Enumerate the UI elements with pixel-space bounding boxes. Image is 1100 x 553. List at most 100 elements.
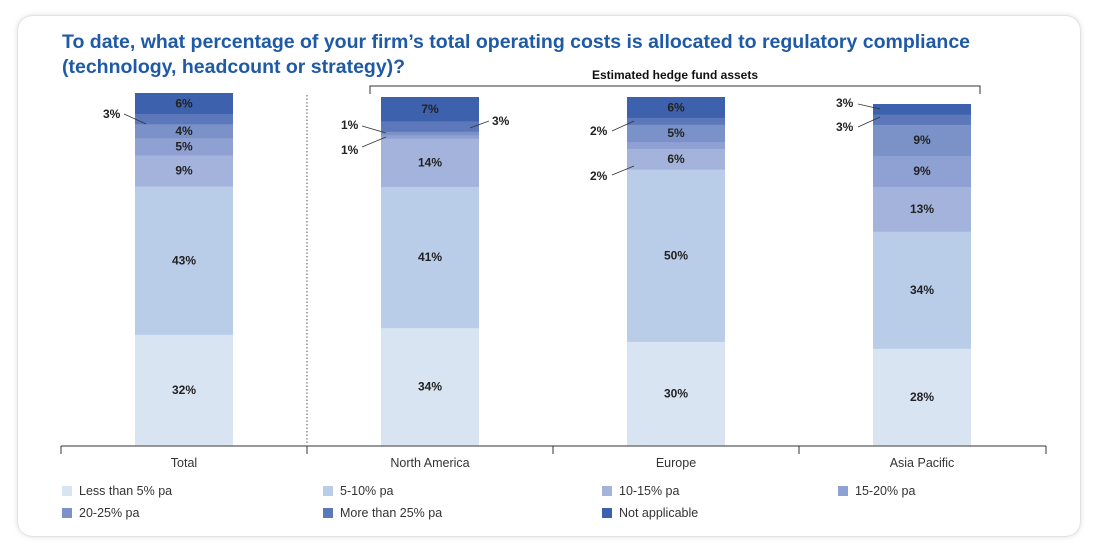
segment-asia-pacific-5-10-pa [873,231,971,349]
segment-europe-less-than-5-pa [627,341,725,446]
callout-line-europe-more-than-25-pa [611,120,635,132]
data-label-asia-pacific-5-10-pa: 34% [910,283,934,297]
segment-total-not-applicable [135,93,233,115]
data-label-north-america-20-25-pa: 1% [341,118,359,132]
bar-europe: 30% 50% 6% 5% 6% [627,97,725,446]
legend-item-10-15-pa: 10-15% pa [602,484,680,498]
legend-item-5-10-pa: 5-10% pa [323,484,394,498]
legend-item-not-applicable: Not applicable [602,506,698,520]
data-label-north-america-more-than-25-pa: 3% [492,114,510,128]
data-label-europe-less-than-5-pa: 30% [664,386,688,400]
segment-north-america-10-15-pa [381,138,479,187]
data-label-europe-20-25-pa: 5% [667,126,685,140]
legend-item-less-than-5-pa: Less than 5% pa [62,484,172,498]
callout-layer: 3% 1% 1% 3% 2% 2% 3% 3% [103,96,881,183]
legend-label-not-applicable: Not applicable [619,506,698,520]
callout-line-north-america-20-25-pa [361,125,387,134]
segment-asia-pacific-10-15-pa [873,186,971,232]
bar-total: 32% 43% 9% 5%4% 6% [135,93,233,446]
segment-asia-pacific-more-than-25-pa [873,114,971,125]
segment-europe-15-20-pa [627,141,725,149]
legend-label-5-10-pa: 5-10% pa [340,484,394,498]
tick-label-asia-pacific: Asia Pacific [890,456,955,470]
data-label-europe-not-applicable: 6% [667,100,685,114]
segment-total-15-20-pa [135,137,233,156]
legend-swatch-more-than-25-pa [323,508,333,518]
data-label-europe-5-10-pa: 50% [664,248,688,262]
bars-layer: 32%43%9%5%4%6%34%41%14%7%30%50%6%5%6%28%… [135,93,971,446]
legend-item-15-20-pa: 15-20% pa [838,484,916,498]
legend-swatch-less-than-5-pa [62,486,72,496]
tick-label-north-america: North America [390,456,469,470]
x-axis: Total North America Europe Asia Pacific [60,95,1047,470]
chart-title: To date, what percentage of your firm’s … [62,31,971,78]
data-label-total-not-applicable: 6% [175,96,193,110]
callout-line-europe-15-20-pa [611,165,635,176]
segment-europe-20-25-pa [627,124,725,143]
group-bracket: Estimated hedge fund assets [369,68,981,94]
legend-swatch-10-15-pa [602,486,612,496]
data-label-north-america-not-applicable: 7% [421,102,439,116]
segment-north-america-15-20-pa [381,134,479,139]
data-label-asia-pacific-10-15-pa: 13% [910,202,934,216]
segment-asia-pacific-20-25-pa [873,124,971,156]
segment-total-10-15-pa [135,155,233,187]
legend-swatch-15-20-pa [838,486,848,496]
legend: Less than 5% pa 5-10% pa 10-15% pa 15-20% p… [62,484,916,520]
data-label-europe-15-20-pa: 2% [590,169,608,183]
legend-swatch-20-25-pa [62,508,72,518]
data-label-asia-pacific-20-25-pa: 9% [913,133,931,147]
callout-line-asia-pacific-not-applicable [857,103,881,110]
data-label-total-10-15-pa: 9% [175,164,193,178]
segment-europe-not-applicable [627,97,725,118]
segment-europe-10-15-pa [627,148,725,170]
callout-line-north-america-15-20-pa [361,136,387,148]
bar-north-america: 34% 41% 14% 7% [381,97,479,446]
legend-label-less-than-5-pa: Less than 5% pa [79,484,172,498]
data-label-north-america-10-15-pa: 14% [418,155,442,169]
legend-label-20-25-pa: 20-25% pa [79,506,140,520]
data-label-asia-pacific-15-20-pa: 9% [913,164,931,178]
callout-line-asia-pacific-more-than-25-pa [857,116,881,128]
data-label-total-20-25-pa: 4% [175,124,193,138]
data-label-europe-10-15-pa: 6% [667,152,685,166]
data-label-total-5-10-pa: 43% [172,253,196,267]
data-label-total-more-than-25-pa: 3% [103,107,121,121]
segment-north-america-less-than-5-pa [381,327,479,446]
group-label: Estimated hedge fund assets [592,68,758,82]
group-bracket-line [369,85,981,94]
segment-north-america-not-applicable [381,97,479,122]
data-label-asia-pacific-more-than-25-pa: 3% [836,120,854,134]
segment-asia-pacific-less-than-5-pa [873,348,971,446]
legend-item-more-than-25-pa: More than 25% pa [323,506,442,520]
data-label-total-15-20-pa: 5% [175,139,193,153]
data-label-north-america-5-10-pa: 41% [418,250,442,264]
data-label-north-america-15-20-pa: 1% [341,143,359,157]
callout-line-total-more-than-25-pa [123,113,147,125]
segment-asia-pacific-not-applicable [873,104,971,115]
tick-label-total: Total [171,456,197,470]
data-label-asia-pacific-less-than-5-pa: 28% [910,390,934,404]
bar-asia-pacific: 28% 34% 13% 9% 9% [873,104,971,446]
segment-total-20-25-pa [135,124,233,139]
data-label-europe-more-than-25-pa: 2% [590,124,608,138]
legend-item-20-25-pa: 20-25% pa [62,506,140,520]
segment-total-more-than-25-pa [135,113,233,125]
segment-europe-more-than-25-pa [627,117,725,125]
segment-europe-5-10-pa [627,169,725,342]
tick-label-europe: Europe [656,456,696,470]
legend-swatch-not-applicable [602,508,612,518]
legend-swatch-5-10-pa [323,486,333,496]
segment-total-less-than-5-pa [135,334,233,446]
data-label-north-america-less-than-5-pa: 34% [418,379,442,393]
segment-north-america-5-10-pa [381,186,479,329]
data-label-total-less-than-5-pa: 32% [172,383,196,397]
segment-north-america-more-than-25-pa [381,121,479,132]
data-label-asia-pacific-not-applicable: 3% [836,96,854,110]
legend-label-more-than-25-pa: More than 25% pa [340,506,442,520]
segment-total-5-10-pa [135,186,233,335]
segment-asia-pacific-15-20-pa [873,155,971,187]
legend-label-15-20-pa: 15-20% pa [855,484,916,498]
callout-line-north-america-more-than-25-pa [469,120,490,129]
